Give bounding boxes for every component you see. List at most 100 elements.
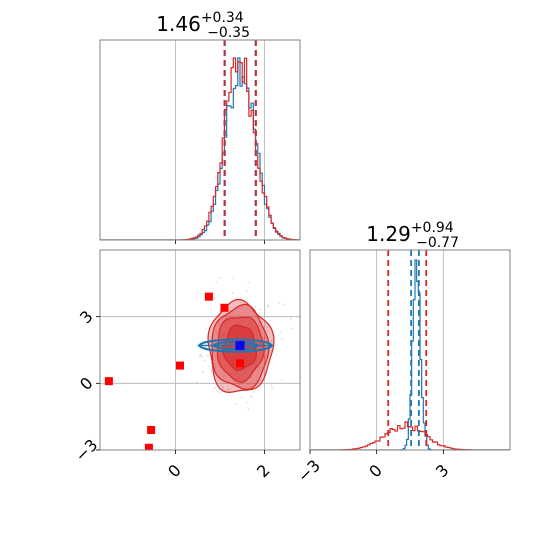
sample-dot <box>245 386 247 389</box>
sample-dot <box>218 277 221 279</box>
sample-dot <box>252 391 255 393</box>
sample-dot <box>226 389 229 392</box>
x-tick-label: 3 <box>432 461 453 482</box>
sample-dot <box>218 323 221 326</box>
sample-dot <box>231 292 234 295</box>
sample-dot <box>238 314 241 317</box>
y-tick-labels: −3 0 3 <box>71 307 101 466</box>
sample-dot <box>266 305 269 308</box>
red-square-marker <box>104 377 113 386</box>
sample-dot <box>218 391 221 394</box>
axes-frame <box>309 249 511 451</box>
sample-dot <box>246 318 248 321</box>
histogram-step-blue <box>100 57 300 240</box>
sample-dot <box>221 334 224 337</box>
sample-dot <box>241 320 244 323</box>
quantile-lines <box>223 40 257 240</box>
upper-error: +0.34 <box>201 10 244 26</box>
sample-dot <box>258 366 260 369</box>
sample-dot <box>232 277 235 280</box>
marginal-histogram-param-2: 1.29+0.94 −0.77 −3 0 3 <box>294 220 511 486</box>
marginal-histogram-param-1: 1.46+0.34 −0.35 <box>99 10 301 244</box>
sample-dot <box>221 381 224 384</box>
sample-dot <box>215 281 218 284</box>
quantile-lines <box>387 250 428 450</box>
sample-dot <box>258 357 261 360</box>
sample-dot <box>282 303 285 306</box>
sample-dot <box>266 330 269 333</box>
sample-dot <box>224 374 227 377</box>
sample-dot <box>235 372 238 375</box>
median-value: 1.46 <box>156 12 201 36</box>
sample-dot <box>281 378 283 381</box>
sample-dot <box>253 314 256 317</box>
sample-dot <box>250 322 252 325</box>
sample-dot <box>274 344 277 347</box>
sample-dot <box>259 388 262 390</box>
sample-dot <box>246 401 249 404</box>
x-tick-label: 0 <box>164 461 185 482</box>
sample-dot <box>196 292 199 294</box>
sample-dot <box>260 345 262 348</box>
sample-dot <box>247 281 250 284</box>
sample-dot <box>234 371 237 373</box>
sample-dot <box>245 370 248 373</box>
sample-dot <box>235 403 238 405</box>
red-square-marker <box>236 359 244 368</box>
sample-dot <box>255 364 258 367</box>
x-tick-label: 0 <box>365 461 386 482</box>
sample-dot <box>278 302 280 305</box>
sample-dot <box>259 325 261 328</box>
sample-dot <box>214 386 216 389</box>
sample-dot <box>259 352 262 355</box>
x-tick-labels: −3 0 3 <box>294 450 453 486</box>
sample-dot <box>214 367 217 370</box>
sample-dot <box>203 359 206 362</box>
sample-dot <box>249 376 252 379</box>
sample-dot <box>254 327 256 330</box>
upper-error: +0.94 <box>411 220 454 236</box>
sample-dot <box>246 383 249 385</box>
sample-dot <box>248 322 251 325</box>
sample-dot <box>205 327 208 330</box>
histogram-series <box>100 57 300 240</box>
sample-dot <box>279 331 282 334</box>
sample-dot <box>265 355 268 358</box>
sample-dot <box>237 322 240 325</box>
sample-dot <box>266 325 269 328</box>
sample-dot <box>250 395 253 398</box>
lower-error: −0.77 <box>416 235 459 251</box>
sample-dot <box>243 371 246 374</box>
sample-dot <box>254 306 257 308</box>
sample-dot <box>221 384 224 387</box>
sample-dot <box>210 369 213 372</box>
sample-dot <box>241 373 244 376</box>
sample-dot <box>238 377 241 380</box>
sample-dot <box>289 317 292 320</box>
sample-dot <box>248 366 251 369</box>
panel-title-param-1: 1.46+0.34 <box>156 10 244 36</box>
sample-dot <box>215 332 218 335</box>
sample-dot <box>224 332 226 335</box>
sample-dot <box>213 296 216 299</box>
sample-dot <box>219 357 222 360</box>
sample-dot <box>258 308 261 310</box>
sample-dot <box>256 369 259 372</box>
y-tick-label: 3 <box>76 307 97 328</box>
sample-dot <box>209 328 212 331</box>
axes-frame <box>99 249 301 451</box>
sample-dot <box>263 326 266 329</box>
sample-dot <box>290 327 293 330</box>
sample-dot <box>247 408 250 411</box>
sample-dot <box>234 374 237 377</box>
sample-dot <box>253 363 256 366</box>
x-tick-label: −3 <box>294 456 324 486</box>
histogram-step-blue <box>310 259 510 450</box>
sample-dot <box>207 365 210 368</box>
y-tick-label: −3 <box>71 435 101 465</box>
sample-dot <box>199 353 202 356</box>
sample-dot <box>232 312 235 315</box>
